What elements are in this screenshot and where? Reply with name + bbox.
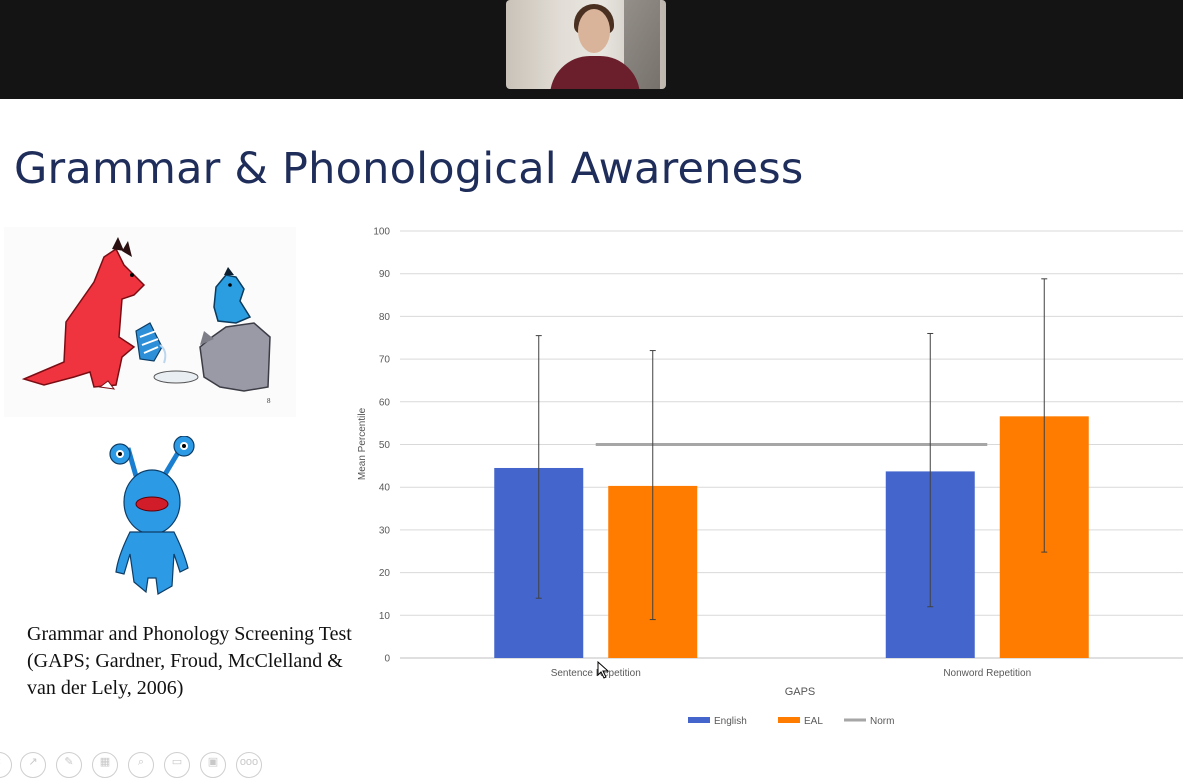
- x-tick-label: Sentence Repetition: [551, 668, 641, 679]
- y-tick-label: 100: [373, 227, 390, 238]
- gaps-bar-chart: 0 10 20 30 40 50 60 70 80 90 100 Sentence Repetiti…: [357, 227, 1183, 727]
- zoom-icon[interactable]: ⌕: [128, 752, 154, 778]
- y-tick-label: 80: [379, 312, 391, 323]
- back-icon[interactable]: ‹: [0, 752, 12, 778]
- legend-label-norm: Norm: [870, 716, 894, 727]
- illustration-page-number: 8: [267, 397, 271, 405]
- y-tick-label: 60: [379, 397, 391, 408]
- slides-icon[interactable]: ▦: [92, 752, 118, 778]
- y-axis-label: Mean Percentile: [357, 407, 368, 480]
- legend-swatch-eal: [778, 717, 800, 723]
- y-axis-ticks: 0 10 20 30 40 50 60 70 80 90 100: [373, 227, 390, 665]
- chart-bars: [494, 416, 1089, 658]
- legend-label-english: English: [714, 716, 747, 727]
- more-icon[interactable]: ooo: [236, 752, 262, 778]
- y-tick-label: 70: [379, 355, 391, 366]
- y-tick-label: 90: [379, 269, 391, 280]
- y-tick-label: 10: [379, 611, 391, 622]
- y-tick-label: 30: [379, 525, 391, 536]
- person-face: [578, 9, 610, 53]
- pointer-icon[interactable]: ↗: [20, 752, 46, 778]
- video-strip: [0, 0, 1183, 99]
- error-bars: [535, 278, 1048, 621]
- pen-icon[interactable]: ✎: [56, 752, 82, 778]
- participant-video[interactable]: [506, 0, 666, 89]
- y-tick-label: 50: [379, 440, 391, 451]
- y-tick-label: 40: [379, 483, 391, 494]
- slideshow-toolbar: ‹ ↗ ✎ ▦ ⌕ ▭ ▣ ooo: [0, 750, 280, 778]
- subtitles-icon[interactable]: ▭: [164, 752, 190, 778]
- alien-illustration: [109, 436, 195, 595]
- y-tick-label: 20: [379, 568, 391, 579]
- chart-legend: English EAL Norm: [688, 716, 894, 727]
- screen-icon[interactable]: ▣: [200, 752, 226, 778]
- x-axis-ticks: Sentence Repetition Nonword Repetition: [551, 668, 1031, 679]
- y-tick-label: 0: [384, 654, 390, 665]
- mouse-cursor-icon: [597, 661, 609, 679]
- x-axis-label: GAPS: [785, 686, 816, 698]
- animals-illustration: 8: [4, 227, 296, 417]
- legend-swatch-english: [688, 717, 710, 723]
- legend-label-eal: EAL: [804, 716, 823, 727]
- slide-title: Grammar & Phonological Awareness: [14, 144, 804, 194]
- x-tick-label: Nonword Repetition: [943, 668, 1031, 679]
- test-citation-caption: Grammar and Phonology Screening Test (GA…: [27, 623, 352, 699]
